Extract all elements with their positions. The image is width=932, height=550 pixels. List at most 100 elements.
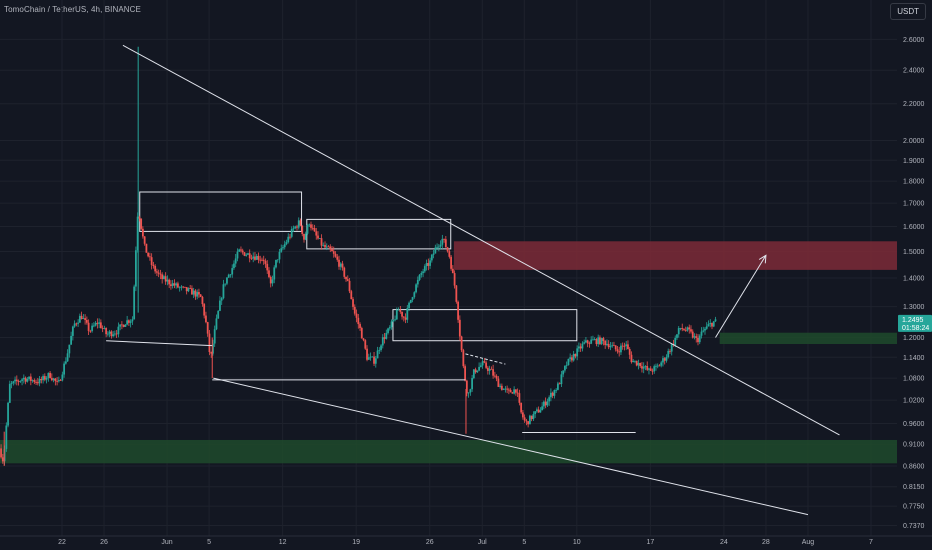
candle-body <box>707 324 710 327</box>
candle-body <box>206 322 209 334</box>
candle-body <box>434 247 437 254</box>
price-tick-label: 1.6000 <box>903 224 925 231</box>
candle-body <box>488 368 491 371</box>
candle-body <box>586 340 589 344</box>
candle-body <box>390 321 393 328</box>
candle-body <box>702 330 705 332</box>
candle-body <box>59 380 62 381</box>
candle-body <box>84 318 87 321</box>
candle-body <box>142 228 144 237</box>
candle-body <box>383 337 386 339</box>
candle-body <box>334 253 337 257</box>
candle-body <box>574 353 577 357</box>
candle-body <box>637 362 640 366</box>
currency-button[interactable]: USDT <box>890 3 926 20</box>
candle-body <box>150 257 153 265</box>
candle-body <box>226 277 228 284</box>
candle-body <box>472 369 475 379</box>
candle-body <box>611 345 614 347</box>
candle-body <box>374 358 377 364</box>
candle-body <box>73 323 76 327</box>
candle-body <box>500 385 503 390</box>
candle-body <box>339 263 342 267</box>
candle-body <box>85 320 88 323</box>
time-tick-label: 7 <box>869 539 873 546</box>
candle-body <box>262 259 265 261</box>
candle-body <box>280 248 283 252</box>
candle-body <box>492 369 495 376</box>
candle-body <box>182 286 185 288</box>
price-tick-label: 2.4000 <box>903 68 925 75</box>
time-axis[interactable]: 22 26 Jun 5 12 19 26 Jul 5 10 17 24 28 Aug 7 <box>0 535 932 546</box>
boxes <box>139 191 578 342</box>
candle-body <box>47 372 50 378</box>
time-tick-label: 5 <box>522 539 526 546</box>
candle-body <box>450 256 452 269</box>
candle-body <box>117 326 120 335</box>
candle-body <box>156 271 158 273</box>
candle-body <box>271 279 274 284</box>
price-axis[interactable]: 2.6000 2.4000 2.2000 2.0000 1.9000 1.8000 1.70… <box>903 37 925 530</box>
candle-body <box>134 250 137 287</box>
candle-body <box>66 353 69 362</box>
candle-body <box>240 249 242 251</box>
candles <box>0 46 717 466</box>
last-price-badge-bg <box>898 314 932 332</box>
last-price-badge: 1.2495 01:58:24 <box>898 314 932 332</box>
candle-body <box>427 263 430 266</box>
zones <box>0 241 897 464</box>
candle-body <box>64 361 67 364</box>
candle-body <box>1 457 4 462</box>
candle-body <box>595 339 598 345</box>
candle-body <box>70 335 73 345</box>
candle-body <box>479 365 482 367</box>
candle-body <box>245 254 248 256</box>
candle-body <box>676 334 678 338</box>
candle-body <box>45 377 48 380</box>
candle-body <box>35 382 37 383</box>
support-zone-bottom <box>0 439 897 464</box>
candle-body <box>352 299 354 307</box>
candle-body <box>674 337 677 345</box>
candle-body <box>711 322 713 327</box>
candle-body <box>320 238 323 246</box>
candle-body <box>521 412 524 418</box>
candle-body <box>583 342 586 344</box>
candle-body <box>697 337 699 343</box>
box-1 <box>139 191 303 232</box>
price-tick-label: 2.0000 <box>903 138 925 145</box>
candle-body <box>409 299 412 303</box>
support-trendline <box>213 377 809 516</box>
candle-body <box>222 284 225 299</box>
candle-body <box>332 251 335 254</box>
candle-body <box>693 336 696 338</box>
candle-body <box>120 324 123 326</box>
candle-body <box>24 377 27 382</box>
candle-body <box>212 343 214 354</box>
candle-body <box>164 276 167 282</box>
candle-body <box>516 392 519 394</box>
candle-body <box>99 322 102 328</box>
candle-body <box>194 290 197 297</box>
candle-body <box>394 319 396 321</box>
candle-body <box>273 267 276 280</box>
candle-body <box>324 245 326 248</box>
candle-body <box>345 276 347 280</box>
candle-body <box>464 366 466 381</box>
candle-body <box>261 259 263 261</box>
candle-body <box>677 328 680 335</box>
candle-body <box>87 322 90 331</box>
candle-body <box>600 338 603 344</box>
candle-body <box>486 367 489 371</box>
candle-body <box>353 306 356 314</box>
price-tick-label: 0.7370 <box>903 523 925 530</box>
candle-body <box>628 348 631 355</box>
candle-body <box>282 247 284 249</box>
candle-body <box>127 320 130 323</box>
candle-body <box>632 361 635 363</box>
candle-body <box>387 328 389 333</box>
candle-body <box>140 218 143 229</box>
price-tick-label: 1.2000 <box>903 335 925 342</box>
candle-body <box>56 381 58 382</box>
